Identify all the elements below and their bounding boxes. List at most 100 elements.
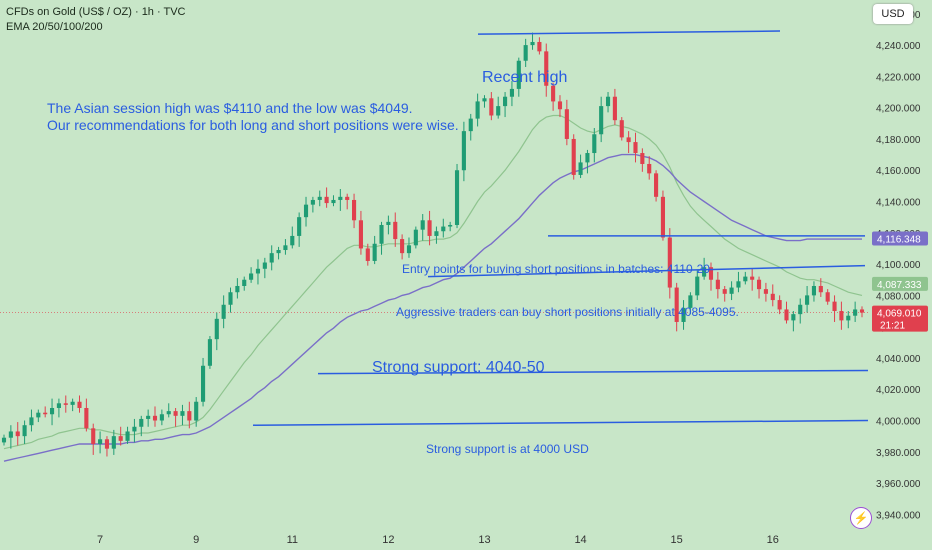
candle-body	[317, 196, 322, 200]
candle	[640, 148, 645, 172]
candle	[413, 226, 418, 249]
candle-body	[324, 196, 329, 204]
candle-body	[605, 96, 611, 107]
candle	[708, 262, 714, 291]
candle	[180, 404, 185, 426]
candle	[276, 246, 281, 260]
candle-body	[475, 101, 480, 119]
candle	[214, 312, 219, 351]
candle	[667, 228, 672, 299]
candle-body	[496, 106, 501, 116]
price-label-text: 4,069.010	[877, 309, 922, 320]
candle-body	[132, 426, 137, 432]
x-tick-label: 7	[97, 534, 103, 546]
y-tick-label: 4,100.000	[876, 260, 921, 271]
candle	[578, 154, 583, 179]
candle-body	[702, 267, 707, 277]
candle	[400, 234, 405, 260]
y-tick-label: 3,960.000	[876, 479, 921, 490]
candle-body	[297, 217, 302, 236]
candle-body	[249, 273, 254, 280]
candle	[722, 285, 727, 302]
candle	[825, 289, 830, 305]
currency-button[interactable]: USD	[873, 4, 913, 24]
candle-body	[152, 415, 158, 421]
candle-body	[400, 239, 405, 254]
candle-body	[743, 276, 748, 282]
candle	[791, 311, 796, 332]
candle-body	[283, 245, 288, 251]
candle-body	[290, 235, 295, 246]
annotation-text: Aggressive traders can buy short positio…	[396, 305, 739, 319]
annotation-line	[477, 30, 781, 35]
candle-body	[194, 401, 199, 421]
candle-body	[489, 98, 494, 116]
ema-lines	[3, 114, 863, 462]
candle-body	[454, 170, 460, 225]
candle	[736, 271, 741, 293]
candle-body	[791, 314, 796, 321]
candle	[715, 271, 720, 299]
candle-body	[441, 226, 446, 232]
candle	[530, 32, 535, 50]
candle	[146, 409, 151, 427]
candle-body	[49, 407, 55, 415]
candle-body	[468, 118, 473, 132]
candle	[454, 163, 460, 229]
candle-body	[365, 248, 370, 261]
candle-body	[345, 196, 350, 200]
candle-body	[15, 431, 20, 437]
candle	[104, 436, 110, 457]
candle-body	[756, 279, 762, 290]
candle-body	[221, 304, 226, 319]
x-axis-ticks: 7 9 11 12 13 14 15 16	[97, 534, 779, 546]
price-label-bg	[872, 305, 928, 332]
annotation-text: Recent high	[482, 69, 567, 86]
candle	[585, 149, 590, 174]
candle	[557, 95, 563, 118]
candle	[317, 190, 322, 207]
candle	[633, 132, 638, 163]
y-tick-label: 4,240.000	[876, 41, 921, 52]
candle-body	[352, 199, 357, 221]
candle	[393, 212, 398, 247]
candle	[386, 215, 391, 235]
annotation-text: The Asian session high was $4110 and the…	[47, 100, 413, 116]
candle	[516, 57, 521, 97]
candle-body	[448, 224, 453, 227]
y-tick-label: 4,200.000	[876, 104, 921, 115]
candle-body	[784, 309, 789, 321]
candle-body	[482, 98, 487, 102]
candle	[242, 276, 247, 291]
candle-body	[853, 309, 858, 316]
candle	[702, 257, 707, 280]
candle	[681, 300, 686, 330]
candle-body	[859, 309, 865, 313]
candle	[660, 190, 666, 241]
candle-body	[544, 51, 549, 86]
price-label-text: 4,116.348	[877, 235, 921, 246]
annotation-text: Strong support is at 4000 USD	[426, 442, 589, 456]
candle	[475, 93, 480, 127]
candle	[592, 128, 597, 163]
symbol-title: CFDs on Gold (US$ / OZ) · 1h · TVC	[6, 6, 186, 18]
candle-body	[242, 279, 247, 286]
candle	[551, 82, 556, 111]
candle-body	[98, 439, 103, 444]
candle	[228, 287, 233, 313]
ema-fast-line	[3, 114, 863, 450]
candle-body	[818, 285, 823, 293]
candle	[777, 295, 782, 315]
candle-body	[379, 224, 384, 244]
candle	[750, 268, 755, 291]
candle	[352, 193, 357, 229]
candle	[338, 189, 343, 211]
candle	[784, 301, 789, 324]
candle	[187, 401, 192, 429]
candle-body	[578, 162, 583, 175]
candle-body	[1, 437, 7, 443]
ema-slow-line	[3, 153, 862, 462]
lightning-icon[interactable]: ⚡	[850, 507, 872, 529]
